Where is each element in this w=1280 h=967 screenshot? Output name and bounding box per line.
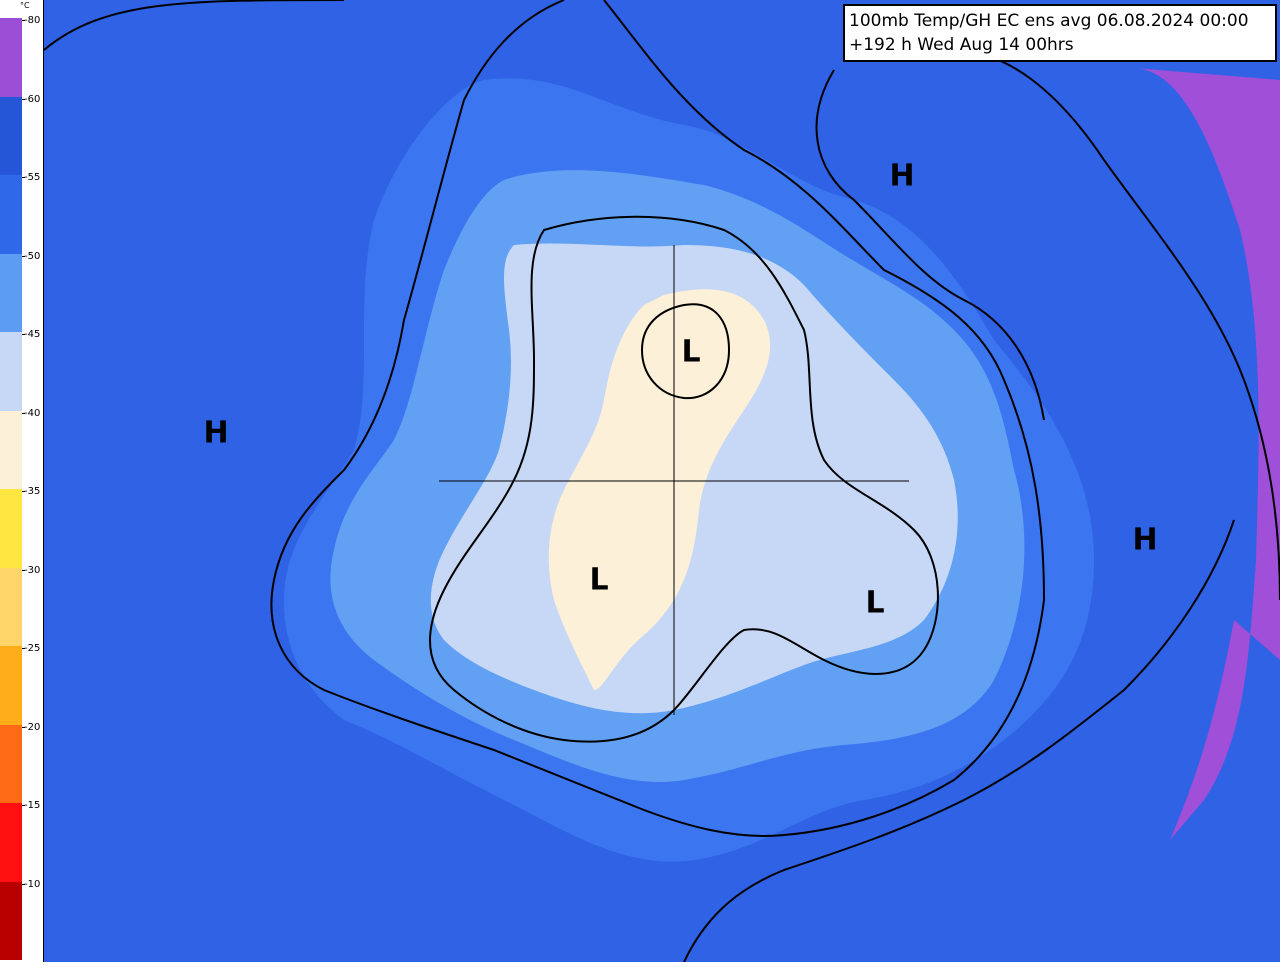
colorbar-swatch bbox=[0, 646, 22, 725]
colorbar-label: -20 bbox=[24, 721, 41, 733]
low-pressure-marker-arctic-ocean: L bbox=[681, 334, 701, 370]
colorbar-label: -50 bbox=[24, 250, 41, 262]
colorbar-swatch bbox=[0, 96, 22, 175]
colorbar-swatch bbox=[0, 803, 22, 882]
temp-band-minus35 bbox=[548, 289, 771, 690]
title-line-1: 100mb Temp/GH EC ens avg 06.08.2024 00:0… bbox=[849, 11, 1249, 31]
colorbar-label: -25 bbox=[24, 643, 41, 654]
gh-contour-outer bbox=[43, 0, 1046, 837]
weather-map: H H H L L L bbox=[43, 0, 1280, 963]
gh-contour-south bbox=[683, 519, 1235, 963]
colorbar-label: -10 bbox=[24, 878, 41, 890]
colorbar-label: -35 bbox=[24, 486, 41, 497]
colorbar-swatch bbox=[0, 724, 22, 803]
temp-band-minus80 bbox=[1134, 68, 1280, 840]
colorbar-swatch bbox=[0, 175, 22, 254]
colorbar-unit: °C bbox=[20, 1, 30, 10]
colorbar-tick bbox=[22, 334, 25, 335]
colorbar-swatch bbox=[0, 567, 22, 646]
colorbar-label: -45 bbox=[24, 329, 41, 340]
low-pressure-marker-northern-russia: L bbox=[865, 585, 885, 621]
colorbar-label: -15 bbox=[24, 800, 41, 811]
title-line-2: +192 h Wed Aug 14 00hrs bbox=[849, 35, 1074, 55]
low-pressure-marker-greenland: L bbox=[589, 562, 609, 598]
gh-contour-inner bbox=[429, 215, 939, 743]
map-canvas bbox=[43, 0, 1280, 963]
colorbar-tick bbox=[22, 412, 25, 414]
high-pressure-marker-central-asia: H bbox=[1132, 522, 1158, 558]
colorbar-tick bbox=[22, 491, 25, 492]
map-title-box: 100mb Temp/GH EC ens avg 06.08.2024 00:0… bbox=[843, 4, 1277, 62]
colorbar-label: -30 bbox=[24, 564, 41, 576]
colorbar-tick bbox=[22, 805, 25, 806]
gh-contour-east bbox=[815, 51, 1280, 601]
colorbar-swatch bbox=[0, 489, 22, 568]
colorbar-label: -55 bbox=[24, 172, 41, 183]
colorbar-swatch bbox=[0, 18, 22, 97]
colorbar-tick bbox=[22, 726, 25, 728]
high-pressure-marker-north-america: H bbox=[203, 415, 229, 451]
colorbar-label: -60 bbox=[24, 93, 41, 105]
colorbar-tick bbox=[22, 648, 25, 649]
gh-contour-low-arctic bbox=[640, 303, 731, 400]
colorbar-tick bbox=[22, 177, 25, 178]
temperature-colorbar: °C -80 -60 -55 -50 -45 -40 -35 -30 -25 -20 -15 -10 bbox=[0, 0, 44, 962]
colorbar-swatch bbox=[0, 410, 22, 489]
colorbar-swatch bbox=[0, 881, 22, 960]
colorbar-tick bbox=[22, 569, 25, 571]
colorbar-swatch bbox=[0, 332, 22, 411]
colorbar-tick bbox=[22, 98, 25, 100]
colorbar-swatch bbox=[0, 253, 22, 332]
colorbar-label: -80 bbox=[24, 15, 41, 26]
high-pressure-marker-east-siberia: H bbox=[889, 158, 915, 194]
colorbar-label: -40 bbox=[24, 407, 41, 419]
colorbar-tick bbox=[22, 883, 25, 885]
colorbar-tick bbox=[22, 20, 25, 21]
colorbar-tick bbox=[22, 255, 25, 257]
